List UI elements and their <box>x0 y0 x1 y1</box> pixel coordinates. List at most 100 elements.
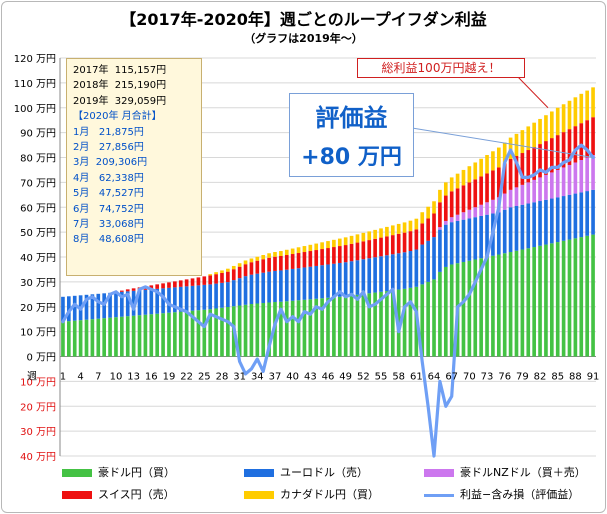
bar-green <box>585 235 589 357</box>
bar-yellow <box>261 255 266 260</box>
bar-green <box>449 264 454 357</box>
bar-blue <box>90 294 95 320</box>
bar-blue <box>61 296 65 322</box>
bar-green <box>514 250 519 357</box>
x-tick-label: 31 <box>233 372 246 383</box>
y-tick-label: 20 万円 <box>20 303 56 314</box>
bar-series <box>61 87 595 357</box>
bar-red <box>473 179 478 208</box>
bar-blue <box>561 196 566 241</box>
bar-blue <box>149 289 154 315</box>
y-tick-label: 110 万円 <box>14 79 56 90</box>
bar-red <box>167 282 171 288</box>
bar-red <box>332 247 336 264</box>
bar-green <box>255 303 260 357</box>
bar-red <box>267 257 271 272</box>
legend-swatch-red <box>62 491 92 499</box>
legend-label: 豪ドルNZドル（買＋売） <box>460 466 586 479</box>
bar-green <box>591 234 595 357</box>
bar-yellow <box>532 122 536 148</box>
bar-green <box>108 317 112 357</box>
bar-red <box>549 138 554 173</box>
bar-green <box>508 252 513 357</box>
legend-swatch-yellow <box>244 491 274 499</box>
bar-green <box>249 304 254 357</box>
bar-red <box>520 153 525 185</box>
bar-red <box>326 248 330 265</box>
bar-red <box>173 281 177 288</box>
bar-yellow <box>508 137 513 159</box>
bar-blue <box>396 253 401 290</box>
bar-yellow <box>555 107 560 136</box>
bar-green <box>361 294 366 357</box>
bar-yellow <box>544 115 548 142</box>
bar-red <box>214 274 218 284</box>
bar-blue <box>120 291 124 317</box>
bar-green <box>520 249 525 357</box>
x-tick-label: 37 <box>269 372 282 383</box>
bar-blue <box>373 257 377 293</box>
bar-purple <box>485 202 489 215</box>
y-tick-label: 10 万円 <box>20 377 56 388</box>
bar-yellow <box>396 223 401 234</box>
bar-red <box>255 260 260 274</box>
summary-month-7: 7月 33,068円 <box>73 219 144 231</box>
bar-red <box>591 117 595 156</box>
bar-blue <box>479 215 483 259</box>
bar-yellow <box>314 243 319 251</box>
bar-green <box>538 245 542 357</box>
bar-green <box>485 257 489 357</box>
bar-red <box>184 279 189 287</box>
x-tick-label: 10 <box>110 372 123 383</box>
bar-blue <box>143 289 148 315</box>
bar-blue <box>473 217 478 260</box>
x-tick-label: 88 <box>569 372 582 383</box>
bar-blue <box>414 249 419 287</box>
bar-blue <box>131 290 136 316</box>
bar-yellow <box>349 235 354 244</box>
bar-green <box>420 284 425 357</box>
bar-blue <box>261 272 266 304</box>
bar-yellow <box>231 265 236 270</box>
bar-blue <box>155 288 160 314</box>
bar-blue <box>184 286 189 312</box>
bar-green <box>190 310 195 357</box>
bar-yellow <box>402 222 407 233</box>
bar-purple <box>573 162 578 194</box>
bar-red <box>502 163 507 194</box>
bar-red <box>373 238 377 258</box>
bar-blue <box>461 219 466 262</box>
bar-blue <box>579 192 584 238</box>
bar-yellow <box>214 272 218 275</box>
bar-green <box>496 254 501 357</box>
bar-red <box>544 141 548 175</box>
bar-green <box>267 302 271 357</box>
bar-yellow <box>591 87 595 118</box>
bar-yellow <box>549 111 554 139</box>
bar-green <box>149 314 154 357</box>
bar-yellow <box>491 151 495 171</box>
bar-yellow <box>426 206 430 219</box>
bar-red <box>467 182 472 210</box>
bar-green <box>72 320 77 357</box>
bar-green <box>314 298 319 357</box>
y-axis: 120 万円 110 万円 100 万円 90 万円 80 万円 70 万円 60 万円 50… <box>14 54 61 463</box>
bar-red <box>220 272 224 283</box>
bar-green <box>326 297 330 357</box>
summary-header: 【2020年 月合計】 <box>73 111 162 123</box>
x-tick-label: 64 <box>428 372 441 383</box>
bar-red <box>479 176 483 205</box>
bar-green <box>561 240 566 357</box>
y-tick-label: 30 万円 <box>20 278 56 289</box>
bar-blue <box>255 273 260 304</box>
bar-yellow <box>449 177 454 192</box>
y-tick-label: 100 万円 <box>14 104 56 115</box>
bar-green <box>178 311 183 357</box>
bar-purple <box>508 189 513 208</box>
bar-red <box>432 213 436 238</box>
x-tick-label: 52 <box>357 372 370 383</box>
bar-yellow <box>473 162 478 180</box>
x-tick-label: 79 <box>516 372 529 383</box>
bar-blue <box>96 293 101 319</box>
bar-blue <box>361 259 366 295</box>
